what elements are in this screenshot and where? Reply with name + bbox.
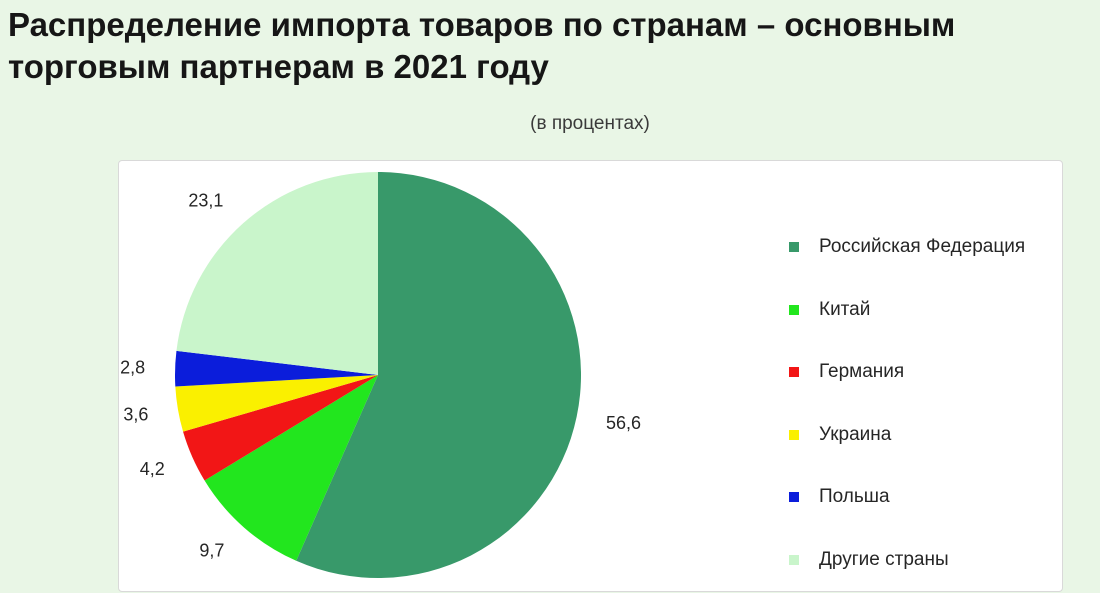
slice-value-label: 9,7 (199, 540, 224, 560)
legend-item: Германия (789, 341, 1025, 404)
legend-swatch (789, 305, 799, 315)
chart-panel: 56,6 9,7 4,2 3,6 2,8 23,1 Российская Федераци… (118, 160, 1063, 592)
legend-swatch (789, 242, 799, 252)
legend-item: Российская Федерация (789, 216, 1025, 279)
legend-swatch (789, 430, 799, 440)
legend-item: Украина (789, 404, 1025, 467)
slice-value-label: 2,8 (120, 358, 145, 378)
legend-label: Российская Федерация (819, 236, 1025, 258)
legend-swatch (789, 492, 799, 502)
chart-legend: Российская Федерация Китай Германия Украина… (789, 216, 1025, 591)
legend-label: Украина (819, 424, 891, 446)
legend-swatch (789, 367, 799, 377)
chart-title: Распределение импорта товаров по странам… (8, 4, 1098, 88)
chart-subtitle: (в процентах) (0, 113, 1100, 135)
slice-value-label: 23,1 (188, 191, 223, 211)
legend-item: Другие страны (789, 529, 1025, 592)
slice-value-label: 3,6 (123, 404, 148, 424)
legend-item: Польша (789, 466, 1025, 529)
slice-value-label: 56,6 (606, 413, 641, 433)
legend-label: Китай (819, 299, 870, 321)
legend-label: Германия (819, 361, 904, 383)
slice-value-label: 4,2 (140, 459, 165, 479)
legend-swatch (789, 555, 799, 565)
legend-item: Китай (789, 279, 1025, 342)
legend-label: Другие страны (819, 549, 949, 571)
legend-label: Польша (819, 486, 890, 508)
